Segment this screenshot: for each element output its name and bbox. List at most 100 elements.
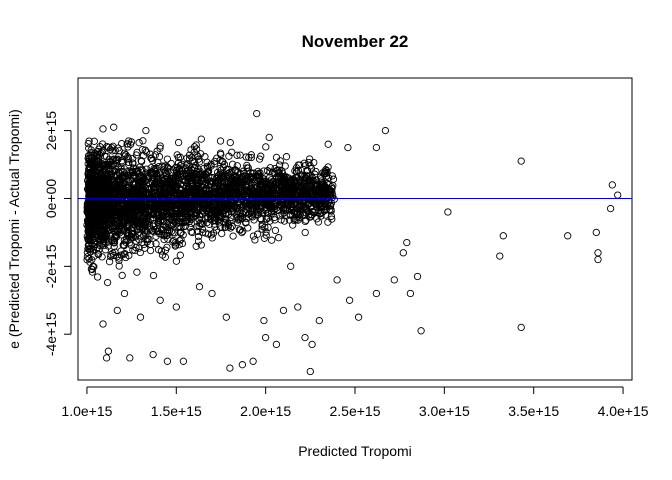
data-point: [207, 231, 215, 239]
data-point: [314, 188, 322, 197]
data-point: [146, 246, 155, 255]
data-point: [417, 327, 425, 335]
data-point: [155, 214, 163, 223]
data-point: [224, 205, 232, 214]
data-point: [105, 167, 114, 176]
data-point: [216, 137, 225, 145]
data-point: [294, 303, 302, 311]
data-point: [274, 234, 283, 242]
data-point: [121, 249, 129, 258]
data-point: [173, 201, 181, 209]
data-point: [204, 164, 212, 172]
data-point: [100, 161, 108, 169]
data-point: [142, 231, 150, 239]
data-point: [176, 251, 184, 259]
data-point: [143, 165, 151, 173]
data-point: [219, 163, 227, 171]
data-point: [238, 210, 246, 218]
data-point: [142, 126, 150, 135]
data-point: [204, 205, 212, 213]
data-point: [107, 250, 115, 259]
data-point: [235, 201, 243, 209]
data-point: [113, 252, 121, 261]
data-point: [150, 183, 159, 191]
data-point: [127, 218, 135, 226]
data-point: [122, 151, 130, 159]
data-point: [252, 201, 261, 209]
data-point: [136, 248, 144, 257]
data-point: [122, 253, 130, 262]
data-point: [293, 209, 302, 217]
data-point: [241, 181, 249, 189]
data-point: [141, 177, 150, 185]
data-point: [146, 150, 154, 158]
data-point: [86, 258, 94, 266]
data-point: [102, 354, 111, 362]
data-point: [207, 216, 215, 224]
data-point: [164, 186, 173, 194]
data-point: [161, 246, 170, 254]
data-point: [136, 181, 144, 189]
data-point: [183, 154, 191, 162]
data-point: [149, 350, 157, 359]
data-point: [344, 143, 352, 152]
data-point: [289, 221, 297, 229]
data-point: [308, 340, 316, 349]
data-point: [138, 214, 147, 222]
data-point: [195, 283, 204, 291]
data-point: [197, 135, 205, 143]
data-point: [102, 160, 110, 168]
data-point: [126, 354, 134, 362]
data-point: [163, 163, 171, 171]
data-point: [272, 174, 281, 182]
data-point: [233, 210, 241, 219]
data-point: [271, 226, 280, 235]
data-point: [133, 189, 142, 197]
data-point: [174, 174, 182, 182]
data-point: [289, 185, 297, 193]
data-point: [154, 246, 163, 254]
data-point: [315, 316, 323, 325]
data-point: [239, 189, 248, 197]
data-point: [119, 168, 127, 176]
data-point: [98, 212, 106, 220]
data-point: [218, 229, 226, 238]
data-point: [94, 250, 102, 258]
data-point: [209, 189, 217, 198]
data-point: [315, 200, 324, 209]
data-point: [118, 139, 126, 148]
data-point: [193, 208, 201, 217]
data-point: [105, 155, 113, 164]
data-point: [326, 192, 335, 201]
data-point: [278, 199, 286, 207]
data-point: [168, 221, 176, 229]
data-point: [183, 185, 191, 193]
data-point: [225, 201, 233, 210]
data-point: [105, 258, 114, 266]
data-point: [129, 233, 137, 242]
data-point: [133, 268, 141, 276]
data-point: [97, 232, 105, 240]
data-point: [327, 212, 336, 220]
data-point: [123, 140, 131, 148]
data-point: [305, 155, 314, 163]
data-point: [172, 257, 181, 265]
data-point: [129, 246, 137, 254]
data-point: [194, 232, 203, 241]
data-point: [247, 151, 255, 159]
data-point: [176, 229, 184, 237]
data-point: [202, 185, 210, 194]
data-point: [213, 168, 222, 177]
data-point: [150, 188, 158, 196]
data-point: [161, 201, 169, 209]
data-point: [197, 150, 205, 158]
data-point: [444, 208, 452, 216]
data-point: [108, 222, 117, 231]
data-point: [104, 347, 113, 355]
data-point: [118, 207, 126, 215]
data-point: [195, 171, 204, 179]
data-point: [177, 180, 185, 188]
data-point: [150, 228, 158, 236]
data-point: [153, 227, 162, 236]
data-point: [226, 178, 235, 186]
